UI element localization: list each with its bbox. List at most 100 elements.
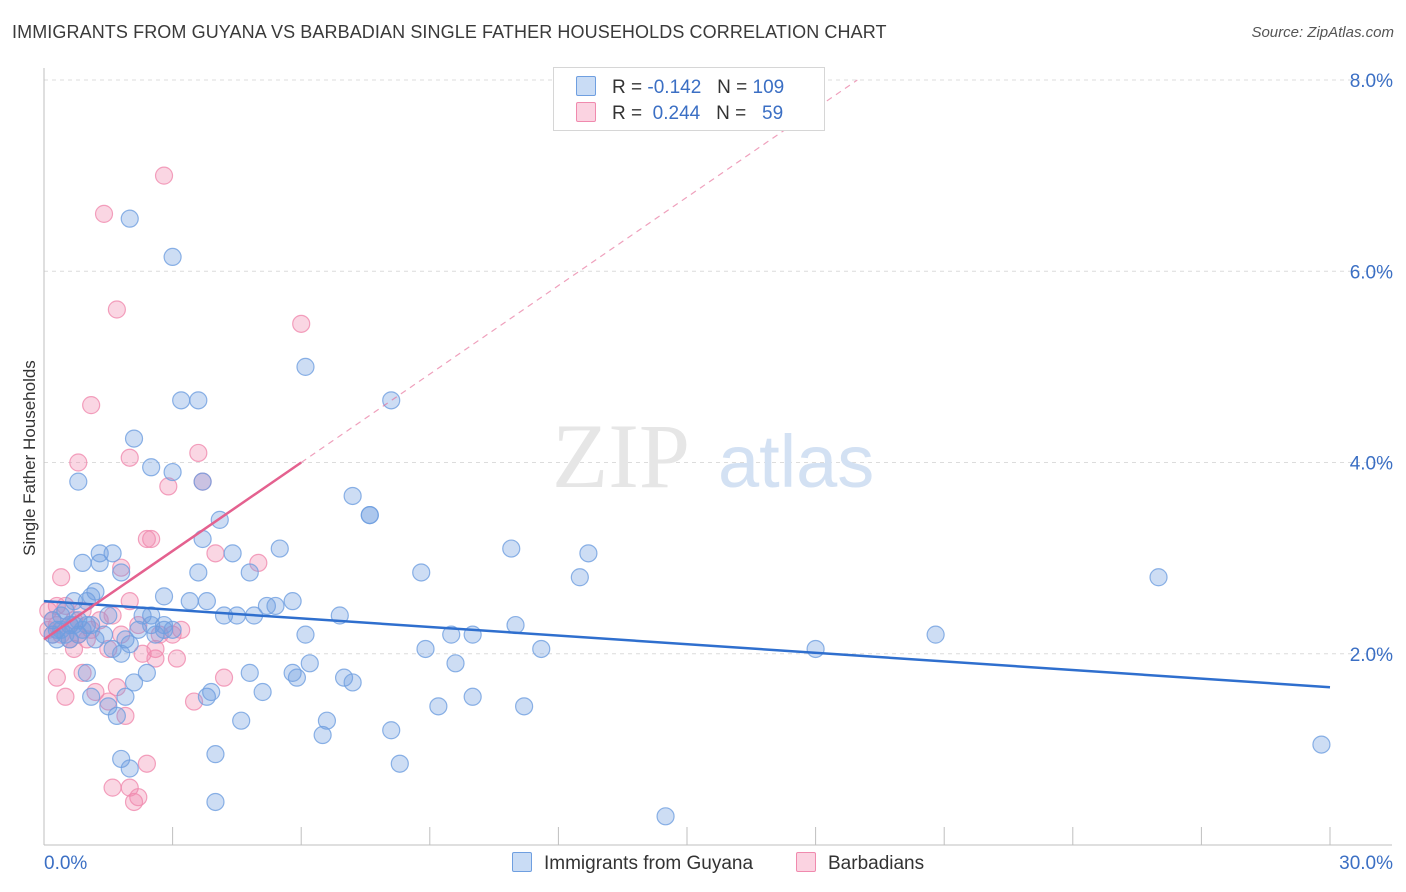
guyana-point-71 xyxy=(232,711,251,730)
guyana-point-94 xyxy=(382,721,401,740)
bottom-legend-guyana[interactable]: Immigrants from Guyana xyxy=(512,852,753,875)
guyana-point-57 xyxy=(180,592,199,611)
guyana-point-92 xyxy=(360,505,379,525)
legend-row-barbadians: R = 0.244 N = 59 xyxy=(576,102,783,126)
guyana-point-39 xyxy=(124,673,144,692)
barbadians-point-26 xyxy=(99,692,118,711)
guyana-point-90 xyxy=(343,486,362,506)
x-tick-label-min: 0.0% xyxy=(44,853,87,874)
guyana-point-50 xyxy=(137,663,156,682)
guyana-point-34 xyxy=(112,563,131,582)
guyana-point-45 xyxy=(142,606,161,625)
guyana-point-104 xyxy=(506,615,525,635)
guyana-points xyxy=(43,209,1331,826)
guyana-point-21 xyxy=(69,472,88,491)
y-tick-label-2: 6.0% xyxy=(1350,262,1393,283)
guyana-point-109 xyxy=(656,807,675,826)
guyana-point-107 xyxy=(570,568,589,587)
watermark-atlas: atlas xyxy=(718,420,874,503)
guyana-point-98 xyxy=(429,697,448,716)
barbadians-point-39 xyxy=(137,754,156,773)
guyana-point-53 xyxy=(163,620,182,639)
guyana-point-31 xyxy=(103,639,122,659)
guyana-point-105 xyxy=(515,697,534,716)
barbadians-trend-extension xyxy=(300,79,858,463)
guyana-point-43 xyxy=(120,759,139,778)
axes xyxy=(43,68,1392,846)
guyana-point-49 xyxy=(120,209,139,228)
guyana-point-25 xyxy=(90,553,109,573)
guyana-point-68 xyxy=(214,606,234,625)
guyana-point-64 xyxy=(202,682,221,702)
bottom-legend-barbadians[interactable]: Barbadians xyxy=(796,852,924,875)
guyana-point-20 xyxy=(86,630,105,649)
guyana-point-55 xyxy=(163,462,182,482)
guyana-point-95 xyxy=(390,754,409,773)
x-tick-labels: 0.0% 30.0% xyxy=(44,853,1393,874)
guyana-point-23 xyxy=(82,687,101,706)
guyana-point-54 xyxy=(163,247,182,267)
guyana-point-85 xyxy=(313,725,332,745)
guyana-point-37 xyxy=(120,635,139,654)
guyana-point-111 xyxy=(926,625,945,644)
guyana-point-112 xyxy=(1149,568,1168,587)
barbadians-point-58 xyxy=(292,314,311,333)
guyana-point-93 xyxy=(382,391,401,410)
guyana-point-69 xyxy=(223,544,242,563)
legend-n-value-barbadians: 59 xyxy=(762,103,784,124)
guyana-point-9 xyxy=(60,630,79,649)
barbadians-point-9 xyxy=(56,687,75,706)
guyana-trend-line xyxy=(43,599,1331,689)
legend-n-label-barbadians: N = xyxy=(716,103,747,124)
guyana-point-24 xyxy=(86,582,105,601)
guyana-point-103 xyxy=(502,539,521,558)
x-tick-label-max: 30.0% xyxy=(1339,853,1393,874)
barbadians-trend-line xyxy=(43,461,302,641)
legend-swatch-barbadians xyxy=(576,102,596,122)
guyana-point-22 xyxy=(77,663,96,682)
barbadians-point-8 xyxy=(52,568,71,587)
guyana-point-84 xyxy=(300,654,319,673)
barbadians-point-51 xyxy=(129,788,148,807)
watermark-zip: ZIP xyxy=(552,405,690,507)
barbadians-point-6 xyxy=(47,668,66,687)
chart-title: IMMIGRANTS FROM GUYANA VS BARBADIAN SING… xyxy=(12,22,887,42)
barbadians-point-29 xyxy=(107,300,126,319)
y-tick-label-3: 8.0% xyxy=(1350,71,1393,92)
legend-n-value-guyana: 109 xyxy=(752,77,785,98)
guyana-point-36 xyxy=(116,687,135,706)
guyana-point-78 xyxy=(270,539,289,558)
guyana-point-17 xyxy=(77,615,96,635)
guyana-point-58 xyxy=(189,391,208,410)
guyana-point-82 xyxy=(296,357,315,376)
barbadians-point-53 xyxy=(189,443,208,463)
bottom-legend-swatch-barbadians xyxy=(796,852,816,872)
correlation-legend: R = -0.142 N = 109 R = 0.244 N = 59 xyxy=(553,67,825,131)
guyana-point-97 xyxy=(416,639,435,659)
guyana-point-88 xyxy=(334,668,354,687)
watermark: ZIP atlas xyxy=(552,405,874,507)
guyana-point-72 xyxy=(240,563,259,582)
guyana-point-27 xyxy=(94,625,114,644)
barbadians-point-41 xyxy=(142,529,161,549)
trend-lines xyxy=(43,79,1331,689)
guyana-point-63 xyxy=(197,592,216,611)
guyana-point-10 xyxy=(64,592,84,611)
guyana-point-51 xyxy=(142,458,161,477)
barbadians-point-43 xyxy=(146,639,165,659)
barbadians-point-18 xyxy=(73,663,92,682)
guyana-point-77 xyxy=(266,596,285,616)
barbadians-point-55 xyxy=(206,544,225,563)
barbadians-point-40 xyxy=(137,529,156,549)
guyana-point-106 xyxy=(532,639,551,659)
bottom-legend-label-guyana: Immigrants from Guyana xyxy=(544,853,754,874)
barbadians-point-56 xyxy=(214,668,234,687)
legend-row-guyana: R = -0.142 N = 109 xyxy=(576,76,784,100)
guyana-point-81 xyxy=(287,668,307,687)
guyana-point-32 xyxy=(107,706,126,726)
guyana-point-86 xyxy=(317,711,337,730)
guyana-point-99 xyxy=(442,625,461,644)
legend-r-value-barbadians: 0.244 xyxy=(652,103,701,124)
guyana-point-47 xyxy=(154,587,174,606)
